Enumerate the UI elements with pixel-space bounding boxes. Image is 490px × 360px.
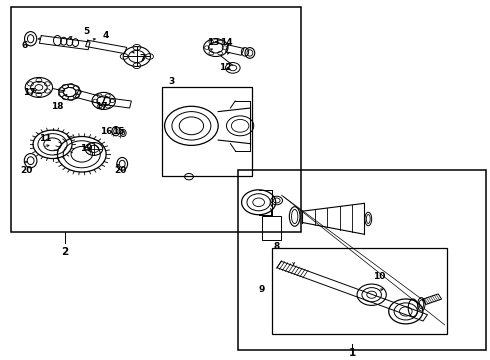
Text: 17: 17 (24, 87, 36, 96)
Text: 11: 11 (39, 134, 51, 143)
Text: 15: 15 (112, 127, 124, 136)
Text: 16: 16 (100, 127, 112, 136)
Text: 17: 17 (95, 102, 108, 111)
Text: 2: 2 (61, 247, 68, 257)
Text: 3: 3 (169, 77, 175, 86)
Text: 18: 18 (51, 102, 64, 111)
Bar (11, 7, 301, 233)
Text: 14: 14 (220, 38, 233, 47)
Bar (238, 170, 486, 350)
Text: 5: 5 (83, 27, 90, 36)
Text: 6: 6 (22, 41, 28, 50)
Bar (272, 248, 447, 334)
Text: 20: 20 (21, 166, 33, 175)
Text: 13: 13 (207, 38, 220, 47)
Text: 19: 19 (80, 144, 93, 153)
Text: 10: 10 (373, 273, 385, 282)
Text: 9: 9 (259, 285, 265, 294)
Text: 8: 8 (273, 242, 280, 251)
Text: 7: 7 (140, 54, 146, 63)
Bar (262, 216, 281, 240)
Text: 12: 12 (219, 63, 232, 72)
Text: 4: 4 (103, 31, 109, 40)
Bar (162, 87, 252, 176)
Text: 20: 20 (115, 166, 127, 175)
Text: 1: 1 (348, 348, 356, 358)
